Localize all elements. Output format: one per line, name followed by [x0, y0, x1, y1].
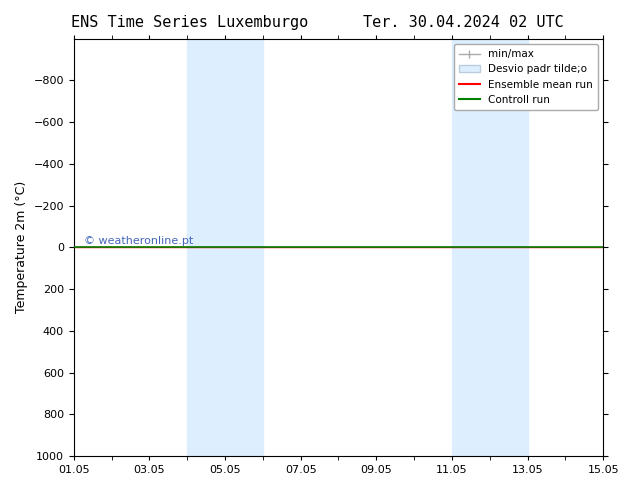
- Bar: [452, 39, 527, 456]
- Y-axis label: Temperature 2m (°C): Temperature 2m (°C): [15, 181, 28, 314]
- Bar: [187, 39, 263, 456]
- Text: ENS Time Series Luxemburgo      Ter. 30.04.2024 02 UTC: ENS Time Series Luxemburgo Ter. 30.04.20…: [70, 15, 564, 30]
- Legend: min/max, Desvio padr tilde;o, Ensemble mean run, Controll run: min/max, Desvio padr tilde;o, Ensemble m…: [454, 44, 598, 110]
- Text: © weatheronline.pt: © weatheronline.pt: [84, 236, 193, 246]
